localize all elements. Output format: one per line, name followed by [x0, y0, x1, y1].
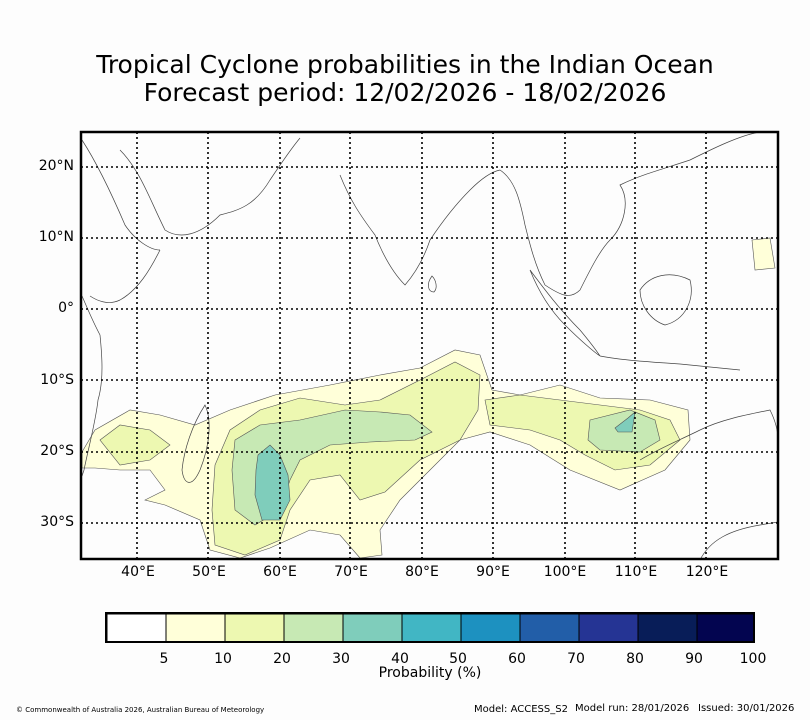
lon-label-60e: 60°E	[263, 564, 297, 580]
colorbar-segment	[283, 613, 344, 643]
lon-label-120e: 120°E	[685, 564, 729, 580]
colorbar-label-40: 40	[391, 651, 409, 667]
colorbar-label-10: 10	[214, 651, 232, 667]
prob-region-30	[254, 411, 636, 521]
colorbar-label-20: 20	[273, 651, 291, 667]
model-name: Model: ACCESS_S2	[474, 704, 568, 715]
colorbar-label-30: 30	[332, 651, 350, 667]
lat-label-0: 0°	[58, 300, 74, 316]
lon-label-90e: 90°E	[476, 564, 510, 580]
issued-date: Issued: 30/01/2026	[698, 703, 795, 714]
colorbar-segment	[224, 613, 285, 643]
colorbar-label-5: 5	[159, 651, 169, 667]
map-title-line1: Tropical Cyclone probabilities in the In…	[96, 50, 714, 79]
colorbar-segment	[165, 613, 226, 643]
colorbar-label-80: 80	[626, 651, 644, 667]
coastline-australia	[639, 409, 779, 561]
colorbar-label-100: 100	[739, 651, 767, 667]
prob-region-5-east	[751, 237, 776, 271]
lon-label-100e: 100°E	[543, 564, 587, 580]
model-run-date: Model run: 28/01/2026	[575, 703, 690, 714]
lat-label-20n: 20°N	[38, 158, 74, 174]
coastline-se-asia	[499, 131, 761, 296]
colorbar-segment	[637, 613, 698, 643]
coastline-africa	[81, 295, 103, 477]
map-title-line2: Forecast period: 12/02/2026 - 18/02/2026	[143, 78, 667, 107]
lat-label-30s: 30°S	[40, 514, 74, 530]
colorbar	[105, 612, 755, 643]
lon-label-70e: 70°E	[334, 564, 368, 580]
coastline-java	[599, 355, 741, 371]
lat-label-10s: 10°S	[40, 372, 74, 388]
lon-label-110e: 110°E	[614, 564, 658, 580]
lon-label-80e: 80°E	[405, 564, 439, 580]
lon-label-50e: 50°E	[192, 564, 226, 580]
lat-label-10n: 10°N	[38, 229, 74, 245]
colorbar-segment	[342, 613, 403, 643]
colorbar-segment	[696, 613, 755, 643]
coastline-madagascar	[181, 404, 210, 483]
colorbar-segment	[106, 613, 167, 643]
coastline-sri-lanka	[428, 275, 437, 293]
colorbar-label-70: 70	[567, 651, 585, 667]
prob-region-20	[231, 409, 661, 526]
colorbar-segment	[578, 613, 639, 643]
lat-label-20s: 20°S	[40, 443, 74, 459]
coastline-horn	[89, 249, 161, 303]
coastline-india	[339, 169, 501, 286]
colorbar-label-90: 90	[685, 651, 703, 667]
colorbar-frame	[105, 612, 755, 643]
map-frame	[79, 130, 780, 561]
colorbar-label-50: 50	[449, 651, 467, 667]
lon-label-40e: 40°E	[121, 564, 155, 580]
colorbar-segment	[519, 613, 580, 643]
colorbar-segment	[401, 613, 462, 643]
copyright-note: © Commonwealth of Australia 2026, Austra…	[16, 706, 265, 714]
colorbar-segment	[460, 613, 521, 643]
coastline-red-sea	[81, 139, 161, 251]
coastline-arabia	[119, 137, 301, 236]
colorbar-title: Probability (%)	[378, 665, 482, 681]
coastline-borneo	[639, 274, 692, 326]
colorbar-label-60: 60	[508, 651, 526, 667]
